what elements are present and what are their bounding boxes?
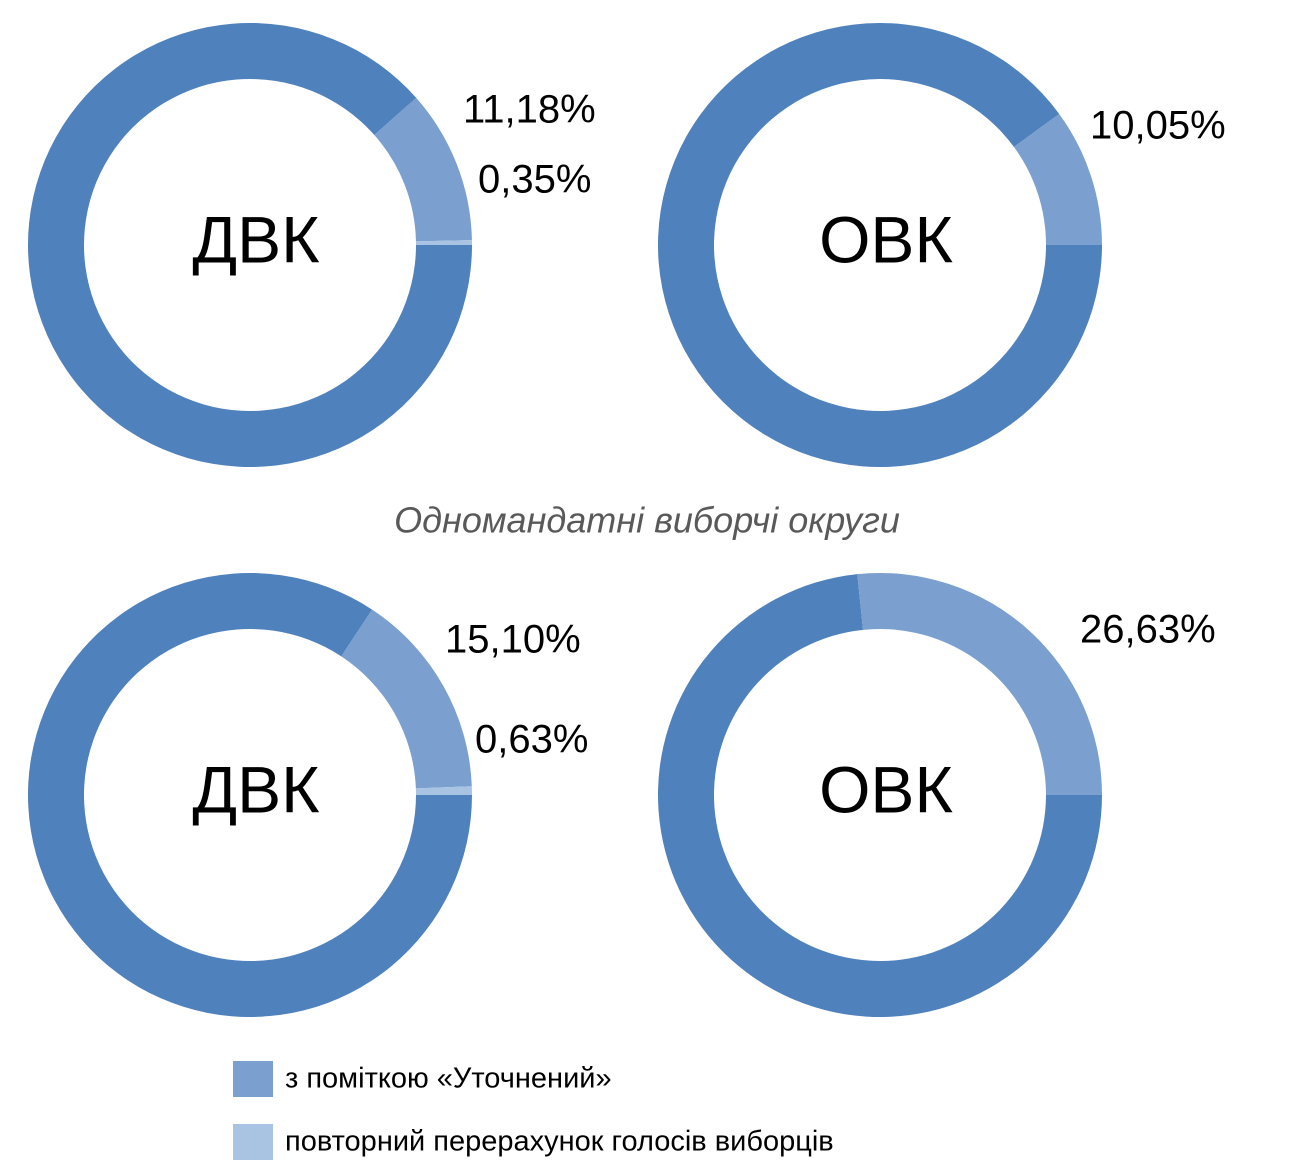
value-label: 26,63% <box>1080 608 1216 652</box>
legend-swatch <box>233 1124 273 1160</box>
value-label: 15,10% <box>445 618 581 662</box>
donut-segment <box>857 573 1102 795</box>
donut-segment <box>1013 113 1102 245</box>
donut-segment <box>415 240 472 245</box>
donut-segment <box>374 97 472 242</box>
legend-label: повторний перерахунок голосів виборців <box>285 1126 834 1158</box>
center-label: ДВК <box>192 202 320 276</box>
center-label: ОВК <box>819 202 953 276</box>
subtitle: Одномандатні виборчі округи <box>394 500 900 541</box>
donut-segment <box>341 609 472 789</box>
legend-label: з поміткою «Уточнений» <box>285 1063 612 1095</box>
center-label: ОВК <box>819 752 953 826</box>
value-label: 11,18% <box>463 88 596 132</box>
center-label: ДВК <box>192 752 320 826</box>
value-label: 0,35% <box>478 158 591 202</box>
value-label: 10,05% <box>1090 104 1226 148</box>
value-label: 0,63% <box>475 718 588 762</box>
legend-swatch <box>233 1061 273 1097</box>
donut-segment <box>415 786 472 795</box>
